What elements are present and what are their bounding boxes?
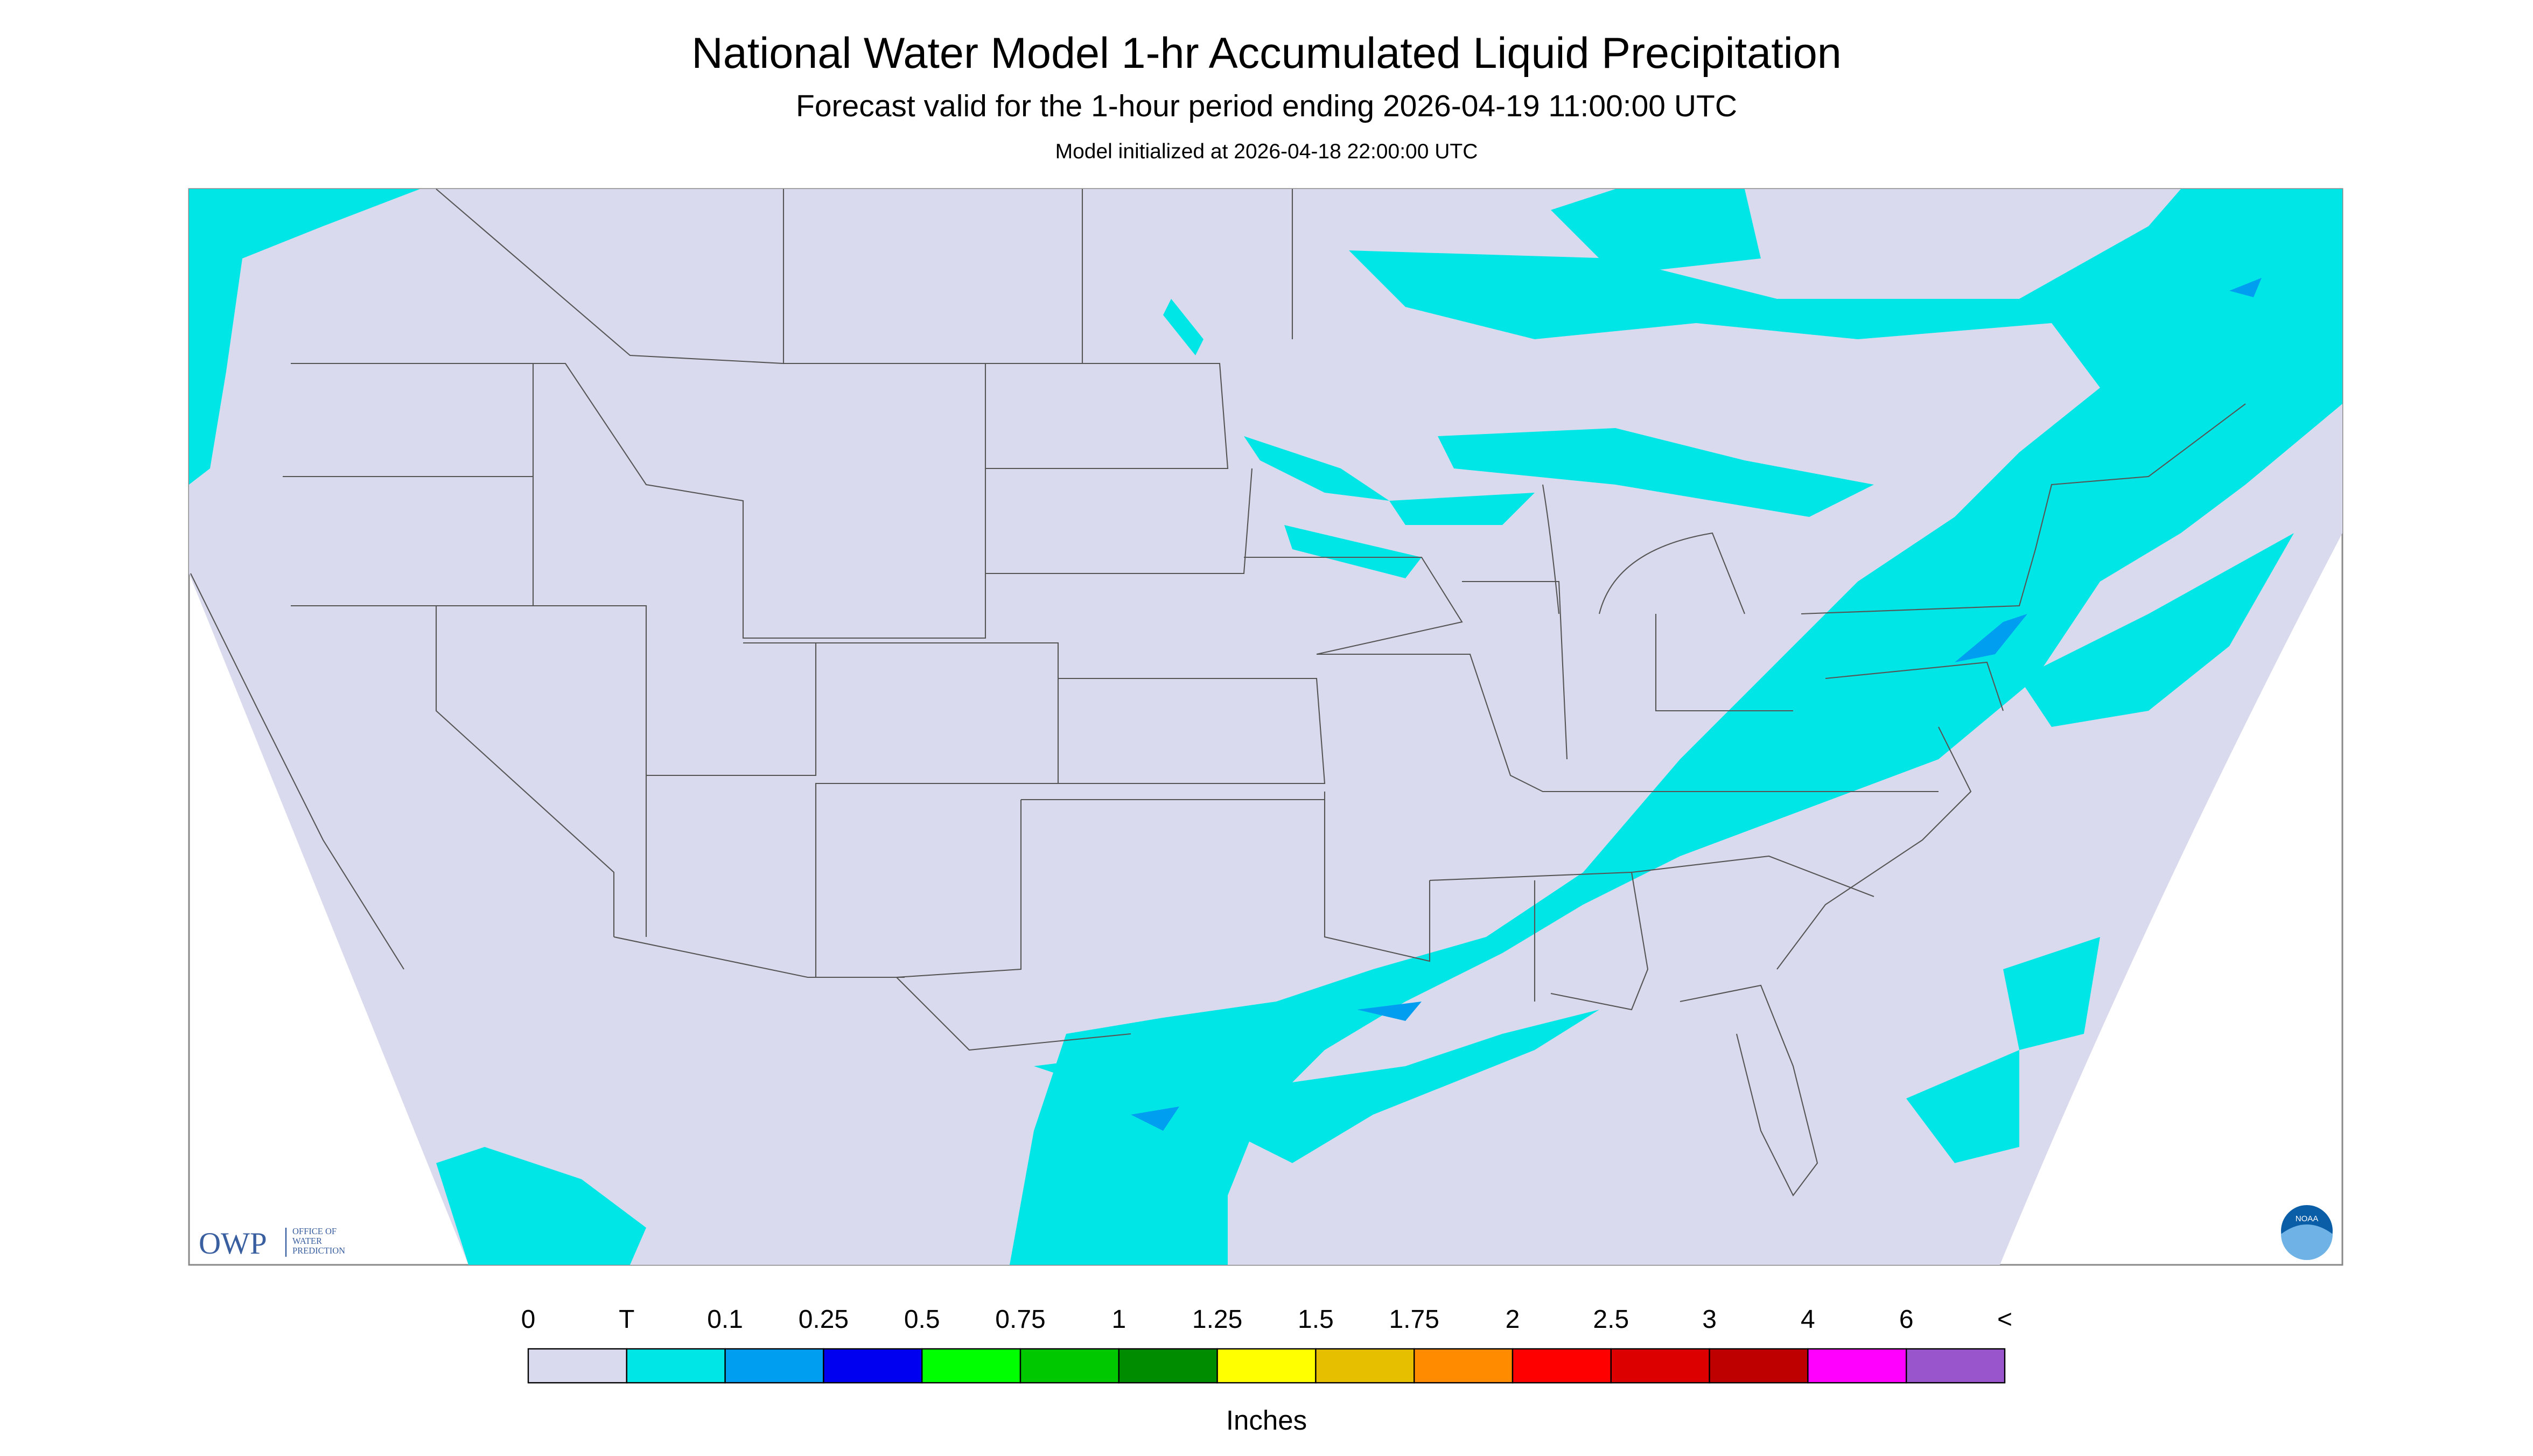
- boundaries: [190, 188, 2246, 1196]
- legend-swatch: [626, 1348, 726, 1384]
- legend-label: 0.75: [995, 1305, 1045, 1334]
- legend: Inches 0 T 0.1 0.25 0.5 0.75 1 1.25 1.5 1.75 2 2.5 3…: [521, 1305, 2012, 1436]
- legend-unit: Inches: [1226, 1405, 1307, 1436]
- legend-swatch: [1118, 1348, 1218, 1384]
- legend-label: 6: [1899, 1305, 1914, 1334]
- legend-swatch: [1315, 1348, 1415, 1384]
- owp-logo: OWP OFFICE OF WATER PREDICTION: [199, 1226, 345, 1261]
- owp-logo-mark: OWP: [199, 1227, 267, 1261]
- legend-label: 1.75: [1389, 1305, 1439, 1334]
- legend-swatch: [1905, 1348, 2006, 1384]
- legend-label: 2.5: [1593, 1305, 1629, 1334]
- legend-swatch: [1216, 1348, 1317, 1384]
- legend-label: 0.1: [707, 1305, 743, 1334]
- owp-logo-line: PREDICTION: [292, 1245, 345, 1256]
- heavier-precip: [1131, 278, 2262, 1131]
- title: National Water Model 1-hr Accumulated Li…: [691, 29, 1842, 78]
- legend-label: 1.5: [1298, 1305, 1334, 1334]
- domain: [189, 189, 2342, 1265]
- noaa-wave: [2281, 1224, 2333, 1261]
- legend-swatch: [1414, 1348, 1514, 1384]
- legend-swatch: [1512, 1348, 1612, 1384]
- legend-label: <: [1997, 1305, 2012, 1334]
- legend-label: 0.25: [799, 1305, 849, 1334]
- legend-label: 0.5: [904, 1305, 940, 1334]
- legend-label: 3: [1702, 1305, 1717, 1334]
- subtitle: Forecast valid for the 1-hour period end…: [796, 89, 1737, 123]
- legend-label: T: [619, 1305, 634, 1334]
- legend-swatch: [527, 1348, 628, 1384]
- legend-swatch: [1807, 1348, 1907, 1384]
- legend-swatch: [1610, 1348, 1710, 1384]
- legend-label: 4: [1801, 1305, 1815, 1334]
- legend-label: 1: [1111, 1305, 1126, 1334]
- legend-swatch: [823, 1348, 923, 1384]
- map: OWP OFFICE OF WATER PREDICTION NOAA: [188, 188, 2343, 1266]
- owp-logo-line: OFFICE OF: [292, 1226, 337, 1236]
- legend-label: 1.25: [1192, 1305, 1242, 1334]
- legend-label: 0: [521, 1305, 536, 1334]
- init-time: Model initialized at 2026-04-18 22:00:00…: [1055, 140, 1478, 163]
- noaa-text: NOAA: [2296, 1214, 2319, 1223]
- legend-label: 2: [1506, 1305, 1520, 1334]
- noaa-logo: NOAA: [2281, 1205, 2333, 1261]
- legend-swatch: [921, 1348, 1021, 1384]
- legend-swatch: [1709, 1348, 1809, 1384]
- legend-swatch: [1019, 1348, 1120, 1384]
- precip-areas: [189, 189, 2342, 1265]
- legend-swatch: [724, 1348, 824, 1384]
- owp-logo-line: WATER: [292, 1236, 322, 1246]
